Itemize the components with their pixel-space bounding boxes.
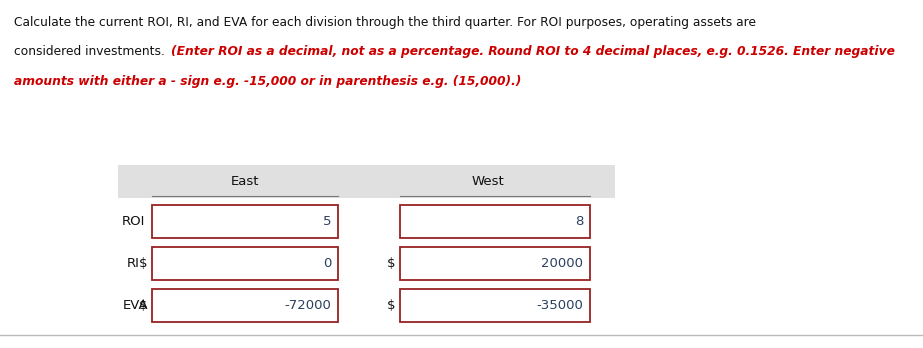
Text: West: West (472, 175, 504, 188)
Text: -72000: -72000 (284, 299, 331, 312)
Text: 0: 0 (323, 257, 331, 270)
Text: RI: RI (127, 257, 140, 270)
Text: $: $ (138, 257, 147, 270)
Text: 8: 8 (575, 215, 583, 228)
Text: 20000: 20000 (541, 257, 583, 270)
Text: East: East (231, 175, 259, 188)
Text: ROI: ROI (122, 215, 145, 228)
Text: -35000: -35000 (536, 299, 583, 312)
Text: Calculate the current ROI, RI, and EVA for each division through the third quart: Calculate the current ROI, RI, and EVA f… (14, 16, 756, 29)
Text: $: $ (138, 299, 147, 312)
Text: $: $ (387, 257, 395, 270)
Text: considered investments.: considered investments. (14, 45, 169, 58)
Text: $: $ (387, 299, 395, 312)
Text: 5: 5 (322, 215, 331, 228)
Text: EVA: EVA (123, 299, 148, 312)
Text: amounts with either a - sign e.g. -15,000 or in parenthesis e.g. (15,000).): amounts with either a - sign e.g. -15,00… (14, 75, 521, 88)
Text: (Enter ROI as a decimal, not as a percentage. Round ROI to 4 decimal places, e.g: (Enter ROI as a decimal, not as a percen… (171, 45, 894, 58)
